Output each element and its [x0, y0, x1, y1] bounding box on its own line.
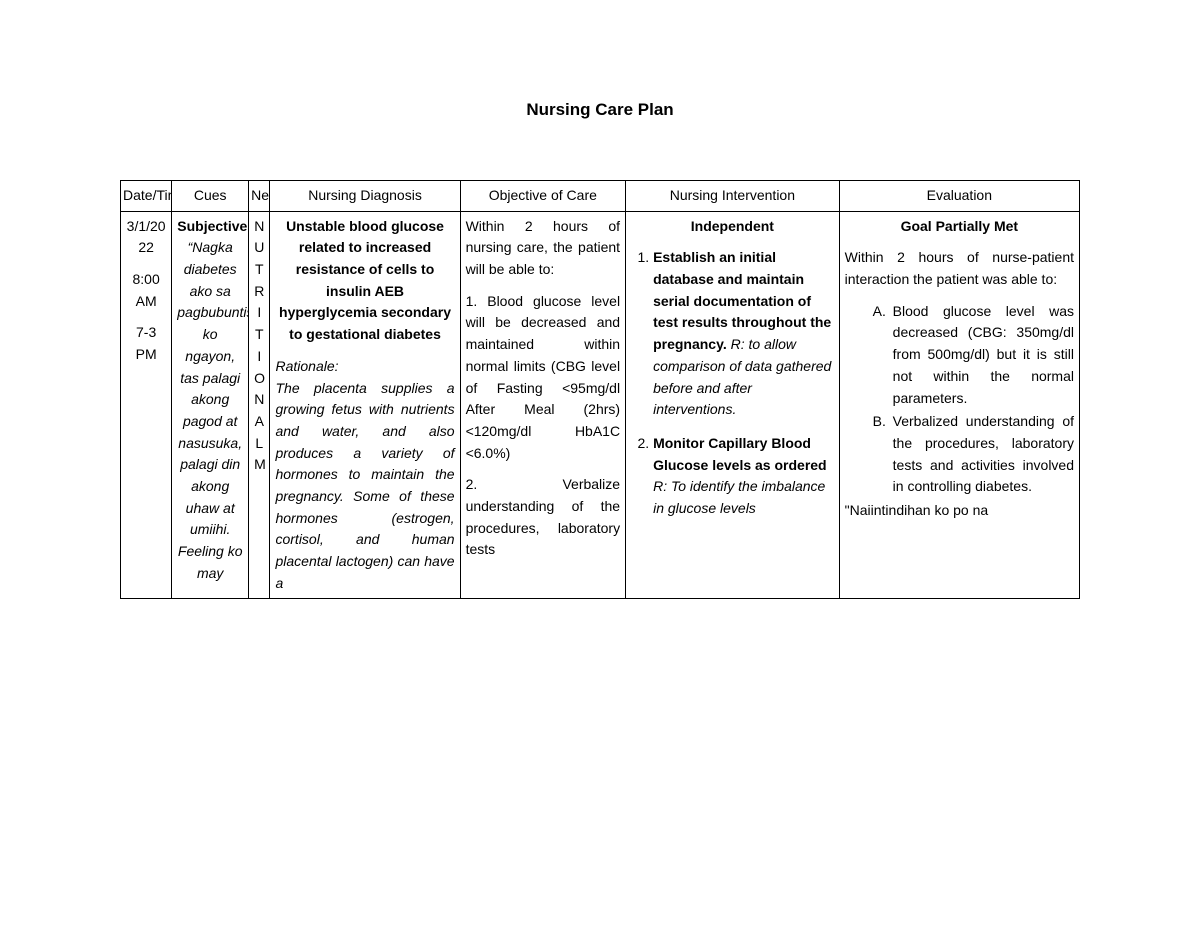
objective-item-2: 2. Verbalize understanding of the proced… — [466, 474, 621, 561]
intervention-item: Monitor Capillary Blood Glucose levels a… — [653, 433, 834, 520]
rationale-label: Rationale: — [275, 356, 454, 378]
col-header-diagnosis: Nursing Diagnosis — [270, 181, 460, 212]
col-header-need: Need — [249, 181, 270, 212]
need-letter: T — [254, 259, 264, 281]
evaluation-letter-item: A.Blood glucose level was decreased (CBG… — [873, 301, 1074, 409]
need-letter: R — [254, 281, 264, 303]
evaluation-letter-text: Blood glucose level was decreased (CBG: … — [893, 301, 1074, 409]
cell-cues: Subjective: “Nagka diabetes ako sa pagbu… — [172, 211, 249, 599]
col-header-intervention: Nursing Intervention — [626, 181, 840, 212]
need-letter: N — [254, 389, 264, 411]
evaluation-letter-item: B.Verbalized understanding of the proced… — [873, 411, 1074, 498]
date-value: 3/1/2022 — [126, 216, 166, 259]
col-header-evaluation: Evaluation — [839, 181, 1079, 212]
evaluation-tail: "Naiintindihan ko po na — [845, 500, 1074, 522]
evaluation-letter-text: Verbalized understanding of the procedur… — [893, 411, 1074, 498]
need-letter: N — [254, 216, 264, 238]
need-letter: T — [254, 324, 264, 346]
col-header-cues: Cues — [172, 181, 249, 212]
table-row: 3/1/2022 8:00 AM 7-3 PM Subjective: “Nag… — [121, 211, 1080, 599]
time-value: 8:00 AM — [126, 269, 166, 312]
need-letter: L — [254, 433, 264, 455]
cell-diagnosis: Unstable blood glucose related to increa… — [270, 211, 460, 599]
need-letter: M — [254, 454, 264, 476]
intervention-header: Independent — [631, 216, 834, 238]
need-letter: I — [254, 346, 264, 368]
need-letter: A — [254, 411, 264, 433]
col-header-date: Date/Time/Shift — [121, 181, 172, 212]
objective-lead: Within 2 hours of nursing care, the pati… — [466, 216, 621, 281]
intervention-item-bold: Monitor Capillary Blood Glucose levels a… — [653, 435, 827, 473]
cell-evaluation: Goal Partially Met Within 2 hours of nur… — [839, 211, 1079, 599]
table-header-row: Date/Time/Shift Cues Need Nursing Diagno… — [121, 181, 1080, 212]
cell-objective: Within 2 hours of nursing care, the pati… — [460, 211, 626, 599]
evaluation-letters: A.Blood glucose level was decreased (CBG… — [845, 301, 1074, 498]
page-title: Nursing Care Plan — [120, 100, 1080, 120]
objective-item-1: 1. Blood glucose level will be decreased… — [466, 291, 621, 465]
cues-label: Subjective: — [177, 216, 243, 238]
rationale-body: The placenta supplies a growing fetus wi… — [275, 378, 454, 595]
evaluation-header: Goal Partially Met — [845, 216, 1074, 238]
cell-intervention: Independent Establish an initial databas… — [626, 211, 840, 599]
evaluation-letter-label: A. — [873, 301, 893, 409]
cell-need: NUTRITIONALM — [249, 211, 270, 599]
cell-date: 3/1/2022 8:00 AM 7-3 PM — [121, 211, 172, 599]
intervention-list: Establish an initial database and mainta… — [631, 247, 834, 519]
evaluation-lead: Within 2 hours of nurse-patient interact… — [845, 247, 1074, 290]
need-vertical: NUTRITIONALM — [254, 216, 264, 476]
need-letter: O — [254, 368, 264, 390]
intervention-item-rationale: R: To identify the imbalance in glucose … — [653, 478, 825, 516]
diagnosis-statement: Unstable blood glucose related to increa… — [275, 216, 454, 346]
page: Nursing Care Plan Date/Time/Shift Cues N… — [0, 0, 1200, 927]
care-plan-table: Date/Time/Shift Cues Need Nursing Diagno… — [120, 180, 1080, 599]
col-header-objective: Objective of Care — [460, 181, 626, 212]
evaluation-letter-label: B. — [873, 411, 893, 498]
need-letter: I — [254, 302, 264, 324]
cues-quote: “Nagka diabetes ako sa pagbubuntis ko ng… — [177, 237, 243, 584]
shift-value: 7-3 PM — [126, 322, 166, 365]
need-letter: U — [254, 237, 264, 259]
intervention-item: Establish an initial database and mainta… — [653, 247, 834, 421]
